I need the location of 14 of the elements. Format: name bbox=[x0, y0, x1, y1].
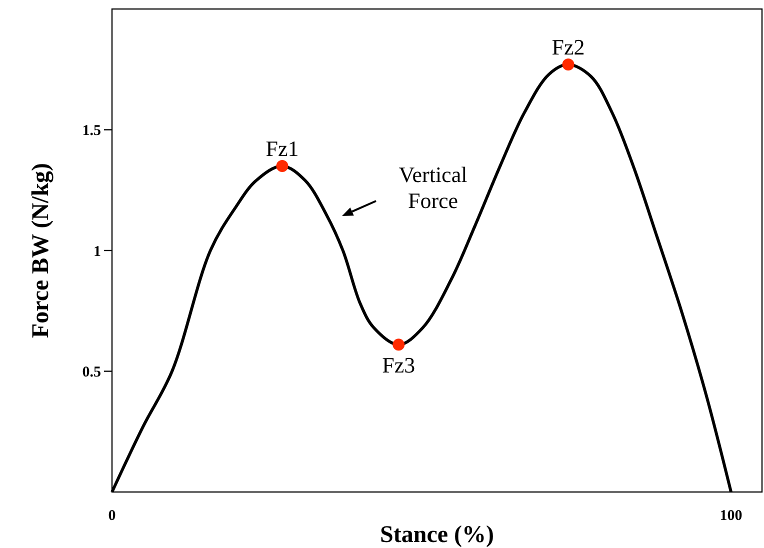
point bbox=[276, 160, 288, 172]
point bbox=[392, 338, 405, 351]
x-tick-label: 100 bbox=[720, 508, 742, 524]
x-tick-label: 0 bbox=[108, 508, 116, 524]
annotation: Fz2 bbox=[552, 34, 585, 60]
point bbox=[562, 58, 574, 71]
y-tick-label: 1 bbox=[94, 244, 101, 260]
annotation: Vertical Force bbox=[398, 162, 468, 213]
x-axis-title: Stance (%) bbox=[380, 522, 494, 548]
y-tick-label: 1.5 bbox=[82, 123, 101, 139]
y-tick-label: 0.5 bbox=[82, 364, 101, 380]
y-axis-title: Force BW (N/kg) bbox=[28, 162, 54, 338]
annotation: Fz1 bbox=[266, 136, 299, 161]
annotation: Fz3 bbox=[382, 352, 416, 378]
